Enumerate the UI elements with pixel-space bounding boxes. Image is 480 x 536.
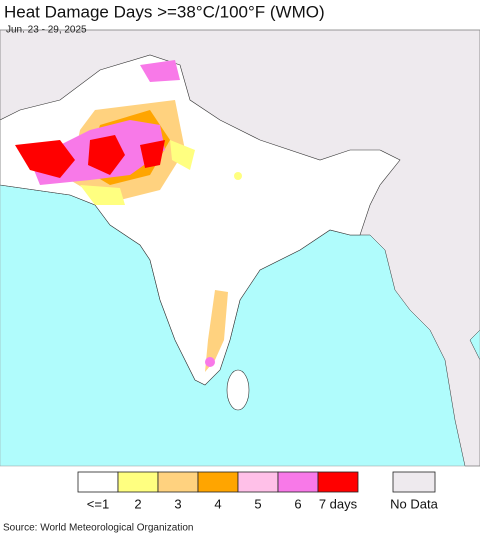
legend-swatch <box>197 471 239 493</box>
legend-swatch <box>117 471 159 493</box>
legend-label: 5 <box>254 496 261 511</box>
legend-swatch <box>392 471 436 493</box>
source: Source: World Meteorological Organizatio… <box>3 523 193 534</box>
title: Heat Damage Days >=38°C/100°F (WMO) <box>4 2 325 21</box>
legend-label: 6 <box>294 496 301 511</box>
legend-label: <=1 <box>87 496 109 511</box>
subtitle: Jun. 23 - 29, 2025 <box>6 25 87 36</box>
legend: <=1 2 3 4 5 6 7 days No Data <box>77 471 439 511</box>
legend-swatch <box>157 471 199 493</box>
legend-swatch <box>317 471 359 493</box>
legend-swatch <box>77 471 119 493</box>
legend-label: 7 days <box>319 496 358 511</box>
legend-swatch <box>277 471 319 493</box>
legend-swatch <box>237 471 279 493</box>
legend-label: 2 <box>134 496 141 511</box>
sri-lanka <box>226 369 250 411</box>
map <box>0 29 480 467</box>
legend-label: 4 <box>214 496 221 511</box>
map-frame <box>0 29 480 467</box>
legend-label: No Data <box>390 496 438 511</box>
legend-label: 3 <box>174 496 181 511</box>
heat-areas <box>15 60 242 372</box>
